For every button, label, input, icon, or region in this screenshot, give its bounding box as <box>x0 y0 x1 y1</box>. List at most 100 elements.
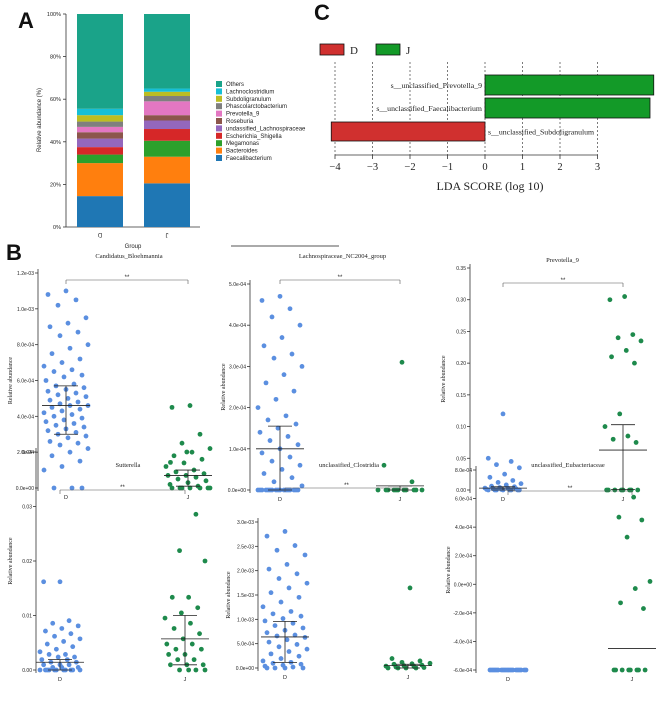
b-point-j <box>385 665 391 671</box>
b-point-j <box>623 348 629 353</box>
a-x-tick-label: J <box>166 231 169 237</box>
b-point-j <box>178 610 184 616</box>
b-point-d <box>66 618 72 624</box>
b-y-tick-label: 0.0e+00 <box>236 666 254 672</box>
b-point-d <box>495 479 501 485</box>
b-point-j <box>419 487 425 493</box>
a-legend-label: Subdoligranulum <box>226 97 271 103</box>
b-point-j <box>189 449 195 455</box>
b-point-j <box>617 411 623 417</box>
b-point-d <box>304 646 310 652</box>
b-point-d <box>55 654 61 660</box>
a-legend-swatch <box>216 110 222 117</box>
a-y-axis-title: Relative abundance (%) <box>37 88 43 152</box>
b-point-j <box>197 431 203 437</box>
b-point-d <box>66 662 72 668</box>
b-point-d <box>279 467 285 472</box>
b-point-j <box>610 436 616 442</box>
b-point-j <box>207 485 213 491</box>
b-point-d <box>75 623 81 629</box>
b-point-j <box>639 517 645 523</box>
c-x-axis-title: LDA SCORE (log 10) <box>436 179 543 193</box>
b-point-d <box>259 298 265 303</box>
b-point-j <box>167 482 173 487</box>
b-point-j <box>195 605 201 611</box>
b-point-j <box>193 667 199 673</box>
b-point-d <box>290 664 296 670</box>
c-x-tick-label: −4 <box>329 162 341 173</box>
b-y-tick-label: 8.0e-04 <box>455 468 472 474</box>
b-point-d <box>494 462 499 468</box>
b-y-tick-label: 0.00 <box>456 488 466 494</box>
a-bar-segment <box>77 115 123 122</box>
b-point-j <box>187 403 193 408</box>
b-point-d <box>73 430 79 435</box>
b-point-d <box>53 646 59 652</box>
b-point-d <box>269 458 275 464</box>
b-point-d <box>274 633 280 639</box>
b-y-tick-label: 0.35 <box>456 266 466 272</box>
b-y-tick-label: 0.05 <box>456 456 466 462</box>
b-point-d <box>487 474 493 480</box>
b-point-d <box>59 626 65 631</box>
b-point-d <box>284 637 290 643</box>
a-bar-segment <box>77 154 123 164</box>
b-point-d <box>72 654 77 660</box>
b-point-d <box>49 351 55 357</box>
b-point-d <box>284 561 290 567</box>
a-y-tick-label: 80% <box>50 55 61 61</box>
b-y-tick-label: 0.30 <box>456 298 466 304</box>
b-y-axis-title: Relative abundance <box>8 537 14 584</box>
b-signif-label: ** <box>561 278 566 284</box>
b-point-d <box>292 632 298 638</box>
b-point-d <box>77 458 83 464</box>
b-point-d <box>295 442 301 448</box>
c-x-tick-label: 3 <box>595 162 600 173</box>
b-point-j <box>199 456 205 462</box>
b-point-d <box>65 320 71 326</box>
a-y-tick-label: 40% <box>50 140 61 146</box>
b-point-d <box>257 429 263 435</box>
b-point-d <box>49 404 55 410</box>
b-x-tick-label: D <box>278 497 282 503</box>
b-point-j <box>381 462 387 468</box>
c-lda-bar <box>484 74 655 96</box>
b-point-d <box>270 611 276 617</box>
b-point-d <box>41 410 47 416</box>
b-point-d <box>77 636 83 642</box>
b-point-d <box>298 661 304 667</box>
a-legend-swatch <box>216 88 222 95</box>
a-bar-segment <box>77 196 123 227</box>
c-bar-label: s__unclassified_Prevotella_9 <box>391 81 482 90</box>
b-x-tick-label: D <box>506 677 510 683</box>
b-point-d <box>63 288 69 294</box>
a-x-axis-title: Group <box>125 244 142 250</box>
b-point-j <box>184 449 190 455</box>
b-point-d <box>41 662 47 668</box>
a-bar-segment <box>77 147 123 155</box>
b-y-tick-label: -6.0e-04 <box>453 668 472 674</box>
b-point-d <box>263 380 269 386</box>
b-point-j <box>609 354 614 360</box>
c-bar-label: s__unclassified_Subdoligranulum <box>488 128 594 137</box>
b-point-d <box>51 413 57 419</box>
b-point-j <box>638 338 644 344</box>
b-point-d <box>282 529 288 534</box>
b-point-d <box>502 471 508 477</box>
b-point-j <box>619 667 625 673</box>
b-point-d <box>57 401 63 407</box>
b-signif-label: ** <box>568 486 573 492</box>
b-point-d <box>46 652 52 657</box>
b-point-j <box>612 487 618 493</box>
a-bar-segment <box>144 156 190 184</box>
b-point-d <box>510 667 516 673</box>
b-point-d <box>275 425 281 431</box>
b-point-d <box>293 421 299 427</box>
b-point-d <box>271 355 277 361</box>
b-point-d <box>51 485 57 491</box>
c-legend-label-d: D <box>350 45 358 57</box>
b-point-d <box>52 633 57 639</box>
b-point-j <box>177 548 182 554</box>
b-point-d <box>518 667 524 673</box>
b-y-tick-label: 0.00 <box>22 668 32 674</box>
